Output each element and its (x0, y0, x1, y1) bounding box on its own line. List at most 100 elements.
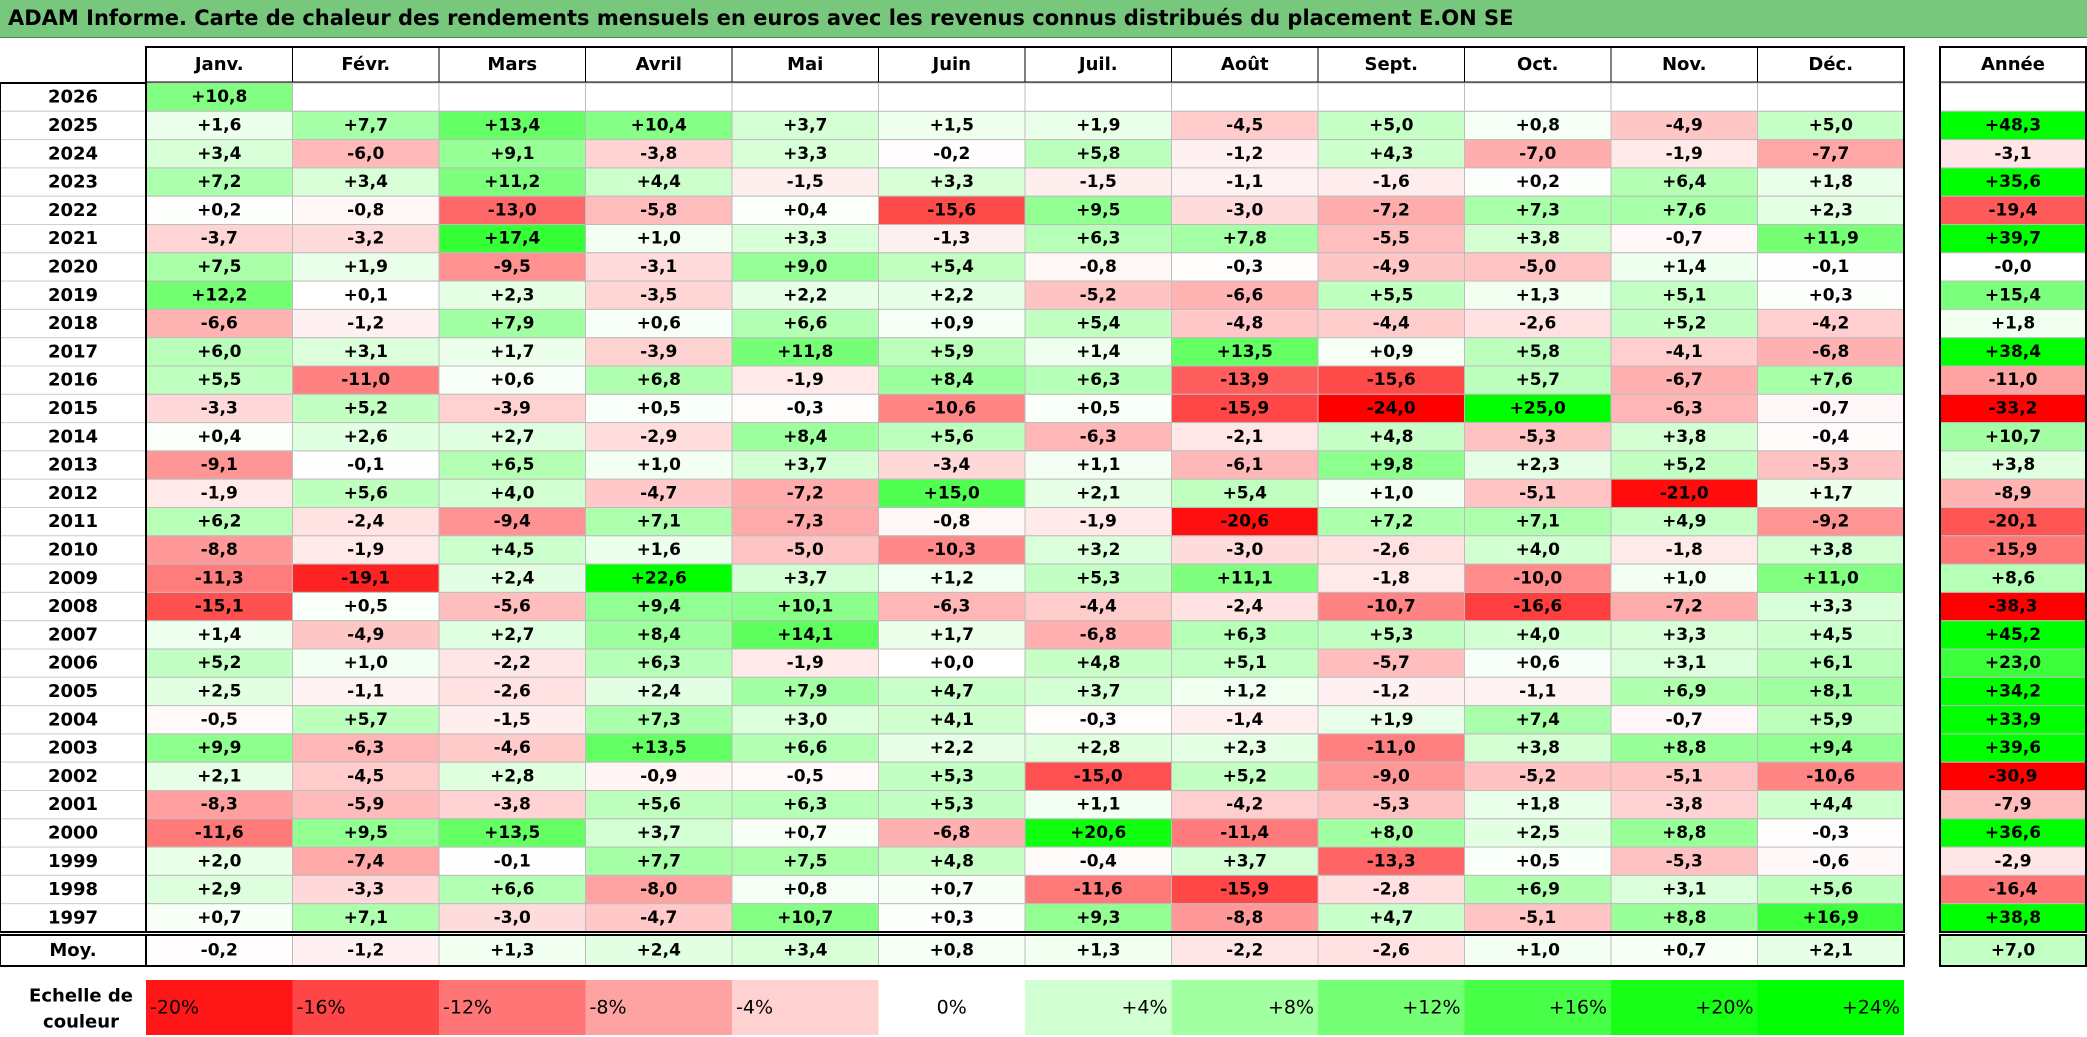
heatmap-cell-value: +6,0 (197, 342, 242, 362)
annual-cell-value: -19,4 (1989, 200, 2038, 220)
annual-grid-border (1939, 46, 2087, 933)
heatmap-cell (1024, 648, 1172, 678)
heatmap-cell-value: -11,6 (1074, 880, 1123, 900)
heatmap-cell-value: +4,8 (930, 851, 974, 871)
heatmap-cell (1757, 507, 1905, 537)
heatmap-cell (438, 591, 586, 622)
heatmap-cell-value: +1,2 (930, 568, 974, 588)
heatmap-cell-value: +4,0 (490, 483, 535, 503)
heatmap-cell-value: +0,3 (1809, 285, 1853, 305)
heatmap-cell (1610, 450, 1758, 480)
heatmap-cell (1610, 818, 1758, 848)
annual-cell (1939, 308, 2087, 339)
annual-cell (1939, 790, 2087, 820)
year-label: 2016 (48, 370, 98, 391)
heatmap-cell (1757, 422, 1905, 452)
heatmap-cell-value: +3,1 (344, 342, 388, 362)
average-row-border (145, 934, 1905, 967)
heatmap-cell-value: +9,5 (1076, 200, 1120, 220)
heatmap-cell (1317, 790, 1465, 820)
heatmap-cell-value: +5,7 (1516, 370, 1560, 390)
year-label-cell (0, 365, 147, 395)
annual-cell (1939, 478, 2087, 509)
heatmap-cell (1464, 591, 1612, 622)
heatmap-cell (1024, 591, 1172, 622)
month-header-label: Août (1221, 54, 1269, 75)
heatmap-cell (1024, 790, 1172, 820)
month-header-cell (1610, 46, 1758, 83)
heatmap-cell (1317, 676, 1465, 707)
heatmap-cell-value: +12,2 (191, 285, 247, 305)
heatmap-cell-value: +5,2 (344, 398, 388, 418)
heatmap-cell (731, 563, 879, 593)
heatmap-cell (1171, 620, 1319, 650)
year-label: 2003 (48, 738, 98, 759)
year-label: 1998 (48, 879, 98, 900)
heatmap-cell-value: +9,8 (1369, 455, 1413, 475)
scale-swatch-label: +24% (1842, 997, 1900, 1019)
heatmap-cell-value: -0,3 (787, 398, 824, 418)
heatmap-cell-value: +9,1 (490, 144, 534, 164)
heatmap-cell-value: +1,9 (344, 257, 388, 277)
heatmap-cell-value: +5,6 (930, 427, 974, 447)
annual-cell-value: -33,2 (1989, 398, 2038, 418)
heatmap-cell-value: +1,0 (637, 455, 682, 475)
heatmap-cell (438, 139, 586, 169)
heatmap-cell-value: -8,3 (201, 795, 238, 815)
heatmap-cell-value: +9,5 (344, 823, 388, 843)
annual-cell (1939, 82, 2087, 112)
heatmap-cell-value: +3,7 (783, 455, 827, 475)
heatmap-cell (878, 846, 1026, 876)
heatmap-cell-value: +5,6 (1809, 880, 1853, 900)
heatmap-cell-value: +5,3 (930, 795, 974, 815)
heatmap-cell-value: -1,2 (1226, 144, 1263, 164)
heatmap-cell-value: -16,6 (1513, 597, 1562, 617)
heatmap-cell (1317, 535, 1465, 565)
year-label: 2011 (48, 511, 98, 532)
heatmap-cell (1171, 337, 1319, 367)
heatmap-cell-value: +10,4 (631, 115, 687, 135)
heatmap-cell-value: +3,4 (344, 172, 389, 192)
heatmap-cell (878, 195, 1026, 225)
heatmap-cell-value: +2,3 (490, 285, 534, 305)
heatmap-cell (585, 393, 733, 424)
heatmap-cell (1757, 790, 1905, 820)
heatmap-cell-value: +15,0 (924, 483, 980, 503)
scale-swatch (878, 980, 1025, 1035)
month-header-label: Oct. (1517, 54, 1558, 75)
heatmap-cell-value: -0,1 (347, 455, 384, 475)
year-label: 1999 (48, 851, 98, 872)
heatmap-cell-value: -7,4 (347, 851, 384, 871)
heatmap-cell (1171, 648, 1319, 678)
heatmap-cell (878, 507, 1026, 537)
heatmap-cell (878, 422, 1026, 452)
heatmap-cell-value: +3,8 (1516, 229, 1560, 249)
annual-cell-value: +48,3 (1985, 115, 2041, 135)
heatmap-cell-value: -4,7 (640, 483, 677, 503)
heatmap-cell-value: -7,0 (1519, 144, 1556, 164)
heatmap-cell-value: +4,1 (930, 710, 974, 730)
heatmap-cell (145, 790, 293, 820)
heatmap-cell (1464, 648, 1612, 678)
scale-swatch (439, 980, 586, 1035)
heatmap-cell-value: +7,1 (637, 512, 681, 532)
heatmap-cell-value: +2,0 (197, 851, 242, 871)
heatmap-cell-value: -9,1 (201, 455, 238, 475)
heatmap-cell-value: +5,8 (1076, 144, 1120, 164)
heatmap-cell (1024, 620, 1172, 650)
heatmap-cell (1317, 450, 1465, 480)
heatmap-cell (292, 82, 440, 112)
annual-cell-value: +33,9 (1985, 710, 2041, 730)
heatmap-cell-value: -3,7 (201, 229, 238, 249)
heatmap-cell-value: +0,3 (930, 908, 974, 928)
heatmap-cell (1610, 874, 1758, 905)
year-label-cell (0, 82, 147, 112)
heatmap-cell-value: +0,0 (930, 653, 975, 673)
heatmap-cell-value: +20,6 (1070, 823, 1126, 843)
year-label: 2013 (48, 455, 98, 476)
heatmap-cell-value: -6,6 (201, 314, 238, 334)
heatmap-cell-value: -9,4 (494, 512, 531, 532)
heatmap-cell (1757, 903, 1905, 933)
heatmap-cell (1317, 507, 1465, 537)
heatmap-cell-value: -2,6 (1373, 540, 1410, 560)
